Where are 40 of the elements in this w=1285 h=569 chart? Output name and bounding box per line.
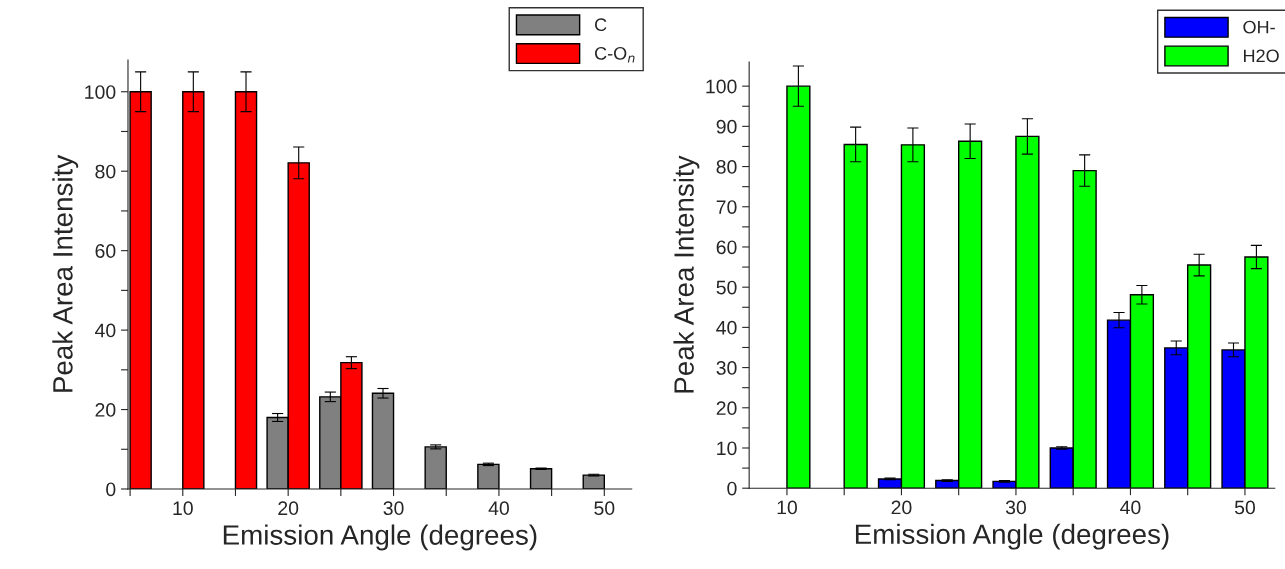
- legend-label: C-O$_{n}$: [595, 46, 635, 63]
- y-axis-title: Peak Area Intensity: [52, 154, 79, 392]
- bar: [582, 474, 606, 489]
- y-tick-label: 70: [716, 200, 737, 214]
- legend-label: H2O: [1244, 49, 1279, 63]
- bar: [477, 463, 500, 489]
- y-tick-label: 60: [716, 240, 737, 255]
- bar: [424, 446, 447, 489]
- y-tick-label: 30: [716, 361, 737, 375]
- y-tick-label: 20: [716, 401, 737, 416]
- y-tick-label: 0: [106, 482, 116, 497]
- y-axis-title: Peak Area Intensity: [673, 155, 700, 393]
- y-tick-label: 80: [716, 160, 737, 174]
- bar: [371, 392, 395, 489]
- x-tick-label: 40: [488, 501, 509, 516]
- x-axis-title: Emission Angle (degrees): [855, 523, 1169, 550]
- x-axis-title: Emission Angle (degrees): [223, 524, 537, 551]
- y-tick-label: 100: [85, 85, 116, 99]
- y-tick-label: 80: [95, 164, 116, 179]
- legend-label: OH-: [1243, 20, 1275, 34]
- y-tick-label: 100: [706, 79, 737, 94]
- y-tick-label: 90: [716, 119, 737, 134]
- x-tick-label: 50: [594, 501, 615, 516]
- x-tick-label: 40: [1120, 500, 1141, 515]
- y-tick-label: 50: [716, 280, 737, 295]
- x-tick-label: 50: [1234, 500, 1255, 515]
- x-tick-label: 10: [173, 501, 193, 516]
- y-tick-label: 20: [95, 403, 116, 417]
- x-tick-label: 30: [1005, 500, 1026, 515]
- y-tick-label: 10: [717, 441, 737, 456]
- x-tick-label: 10: [777, 500, 797, 515]
- y-tick-label: 40: [716, 320, 737, 335]
- y-tick-label: 40: [95, 323, 116, 338]
- legend-label: C: [595, 18, 607, 32]
- x-tick-label: 20: [891, 500, 912, 515]
- y-tick-label: 0: [727, 481, 737, 496]
- x-tick-label: 30: [383, 501, 404, 516]
- y-tick-label: 60: [95, 244, 116, 258]
- x-tick-label: 20: [278, 501, 299, 516]
- bar: [529, 468, 553, 489]
